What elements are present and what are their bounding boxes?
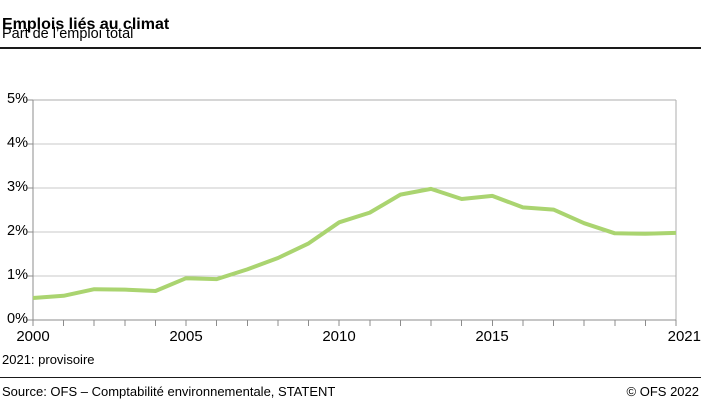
x-axis-tick-label: 2010	[322, 328, 356, 345]
footer-divider	[0, 377, 701, 378]
x-axis-tick-label: 2021	[667, 328, 701, 345]
copyright-text: © OFS 2022	[626, 384, 699, 399]
chart-title: Emplois liés au climat	[2, 15, 170, 33]
y-axis-tick-label: 4%	[7, 135, 28, 151]
chart-subtitle: Part de l’emploi total	[2, 26, 134, 42]
data-series-line	[32, 186, 677, 300]
x-axis-tick-label: 2005	[169, 328, 203, 345]
y-axis-tick-label: 2%	[7, 223, 28, 239]
header-divider	[0, 47, 701, 49]
source-text: Source: OFS – Comptabilité environnement…	[2, 384, 336, 399]
y-axis-tick-label: 1%	[7, 267, 28, 283]
footnote: 2021: provisoire	[2, 352, 95, 367]
y-axis-tick-label: 0%	[7, 311, 28, 327]
y-axis-tick-label: 3%	[7, 179, 28, 195]
x-axis-tick-label: 2015	[475, 328, 509, 345]
x-axis-tick-label: 2000	[16, 328, 50, 345]
y-axis-tick-label: 5%	[7, 91, 28, 107]
